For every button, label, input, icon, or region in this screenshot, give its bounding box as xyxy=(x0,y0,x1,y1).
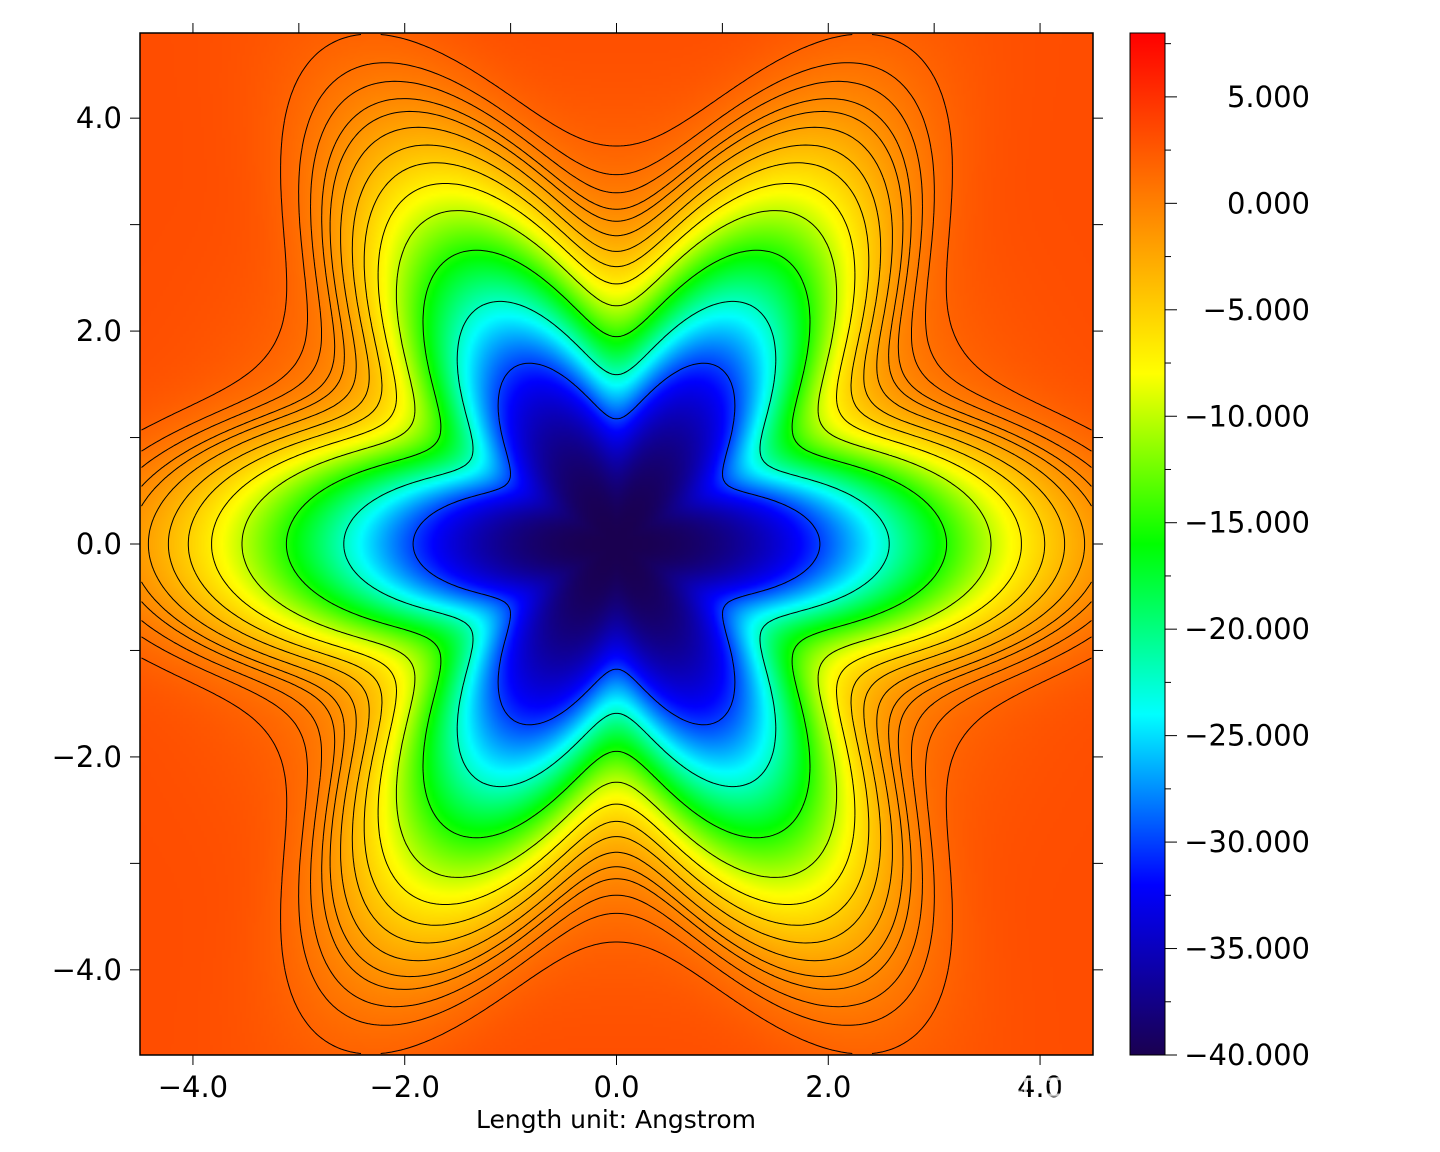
contour-level xyxy=(141,34,1092,1054)
contour-level xyxy=(211,183,1022,905)
colorbar-tick-label: −30.000 xyxy=(1184,825,1310,859)
colorbar-tick-label: 5.000 xyxy=(1227,80,1310,114)
colorbar-tick-label: −10.000 xyxy=(1184,399,1310,433)
colorbar-ticks: 5.000 0.000 −5.000 −10.000 −15.000 −20.000 −25… xyxy=(1165,43,1310,1072)
colorbar-tick-label: −35.000 xyxy=(1184,932,1310,966)
colorbar-tick-label: −5.000 xyxy=(1203,293,1310,327)
contour-level xyxy=(141,98,1092,990)
contour-level xyxy=(241,210,992,878)
y-tick-label: 4.0 xyxy=(76,101,122,135)
contour-level xyxy=(285,249,948,839)
heatmap-image xyxy=(140,33,1093,1055)
watermark: 知乎 @氯金酸HAuCl4 xyxy=(1002,1072,1402,1118)
colorbar-tick-label: −40.000 xyxy=(1184,1038,1310,1072)
contour-level xyxy=(412,362,821,726)
x-axis-title: Length unit: Angstrom xyxy=(476,1105,756,1134)
contour-level xyxy=(141,62,1092,1026)
plot-area xyxy=(139,32,1094,1056)
x-tick-label: 0.0 xyxy=(593,1070,639,1104)
contour-level xyxy=(187,162,1046,926)
y-tick-label: −4.0 xyxy=(52,953,122,987)
colorbar-bar xyxy=(1129,32,1166,1056)
colorbar-tick-label: −15.000 xyxy=(1184,506,1310,540)
contour-level xyxy=(141,110,1092,978)
y-tick-label: 0.0 xyxy=(76,527,122,561)
y-tick-label: −2.0 xyxy=(52,740,122,774)
contour-level xyxy=(141,80,1092,1008)
x-axis: −4.0 −2.0 0.0 2.0 4.0 xyxy=(158,23,1063,1104)
x-tick-label: 2.0 xyxy=(805,1070,851,1104)
x-tick-label: −4.0 xyxy=(158,1070,228,1104)
contour-level xyxy=(167,144,1066,944)
y-tick-label: 2.0 xyxy=(76,314,122,348)
colorbar-tick-label: −25.000 xyxy=(1184,719,1310,753)
colorbar-tick-label: −20.000 xyxy=(1184,612,1310,646)
y-axis: 4.0 2.0 0.0 −2.0 −4.0 xyxy=(52,101,1103,987)
x-tick-label: 4.0 xyxy=(1017,1070,1063,1104)
contour-level xyxy=(147,126,1086,962)
colorbar: 5.000 0.000 −5.000 −10.000 −15.000 −20.000 −25… xyxy=(1129,32,1310,1072)
colorbar-tick-label: 0.000 xyxy=(1227,186,1310,220)
x-tick-label: −2.0 xyxy=(370,1070,440,1104)
contour-lines xyxy=(141,34,1092,1054)
contour-level xyxy=(343,300,890,788)
